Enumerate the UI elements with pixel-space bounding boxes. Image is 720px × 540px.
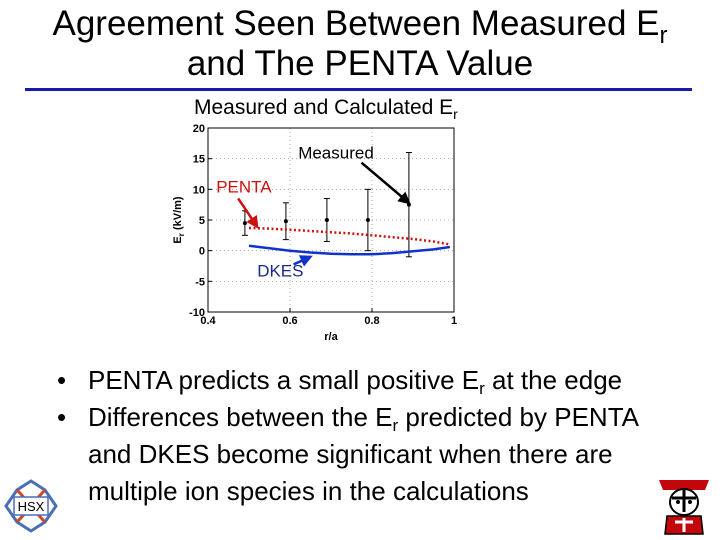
dkes-annotation-arrow bbox=[293, 255, 313, 267]
chart-title-text: Measured and Calculated E bbox=[194, 96, 454, 119]
bullet-text-end: at the edge bbox=[484, 365, 623, 395]
bullet-dot: • bbox=[57, 365, 67, 395]
x-tick-label: 0.8 bbox=[364, 315, 379, 327]
dkes-annotation-label: DKES bbox=[257, 261, 303, 280]
x-tick-label: 1 bbox=[451, 315, 457, 327]
bullet-text: PENTA predicts a small positive E bbox=[88, 365, 480, 395]
y-axis-label: Er (kV/m) bbox=[172, 196, 186, 243]
bullet-item: • Differences between the Er predicted by… bbox=[57, 399, 717, 510]
bullet-list: • PENTA predicts a small positive Er at t… bbox=[57, 362, 717, 510]
bullet-dot: • bbox=[57, 402, 67, 432]
y-tick-label: 20 bbox=[193, 123, 205, 135]
y-axis-label-subscript: r bbox=[177, 233, 186, 236]
y-tick-label: -5 bbox=[195, 276, 205, 288]
measured-point bbox=[283, 219, 288, 224]
hsx-logo-icon: HSX bbox=[4, 479, 58, 533]
y-tick-label: 10 bbox=[193, 184, 205, 196]
bullet-text-end: predicted by PENTA bbox=[398, 402, 639, 432]
measured-point bbox=[242, 221, 247, 226]
x-tick-label: 0.6 bbox=[282, 315, 297, 327]
penta-annotation-arrow bbox=[237, 197, 259, 229]
hsx-logo-text: HSX bbox=[18, 499, 45, 514]
dkes-series-line bbox=[248, 244, 451, 256]
bullet-subscript: r bbox=[479, 379, 485, 398]
measured-annotation-arrow bbox=[360, 161, 411, 205]
y-axis-label-unit: (kV/m) bbox=[172, 196, 184, 233]
measured-annotation-label: Measured bbox=[298, 144, 374, 163]
bullet-text: Differences between the E bbox=[88, 402, 393, 432]
title-divider bbox=[25, 88, 692, 91]
bullet-item: • PENTA predicts a small positive Er at t… bbox=[57, 362, 717, 399]
badger-mascot-icon bbox=[659, 480, 709, 535]
slide-title-subscript: r bbox=[659, 22, 668, 49]
slide-title: Agreement Seen Between Measured Er and T… bbox=[0, 2, 720, 86]
bullet-continuation: multiple ion species in the calculations bbox=[88, 476, 529, 506]
chart-title: Measured and Calculated Er bbox=[194, 96, 458, 122]
slide-title-line2: and The PENTA Value bbox=[186, 44, 534, 83]
bullet-continuation: and DKES become significant when there a… bbox=[88, 439, 613, 469]
slide-title-line1: Agreement Seen Between Measured E bbox=[52, 4, 660, 43]
y-tick-label: 5 bbox=[199, 215, 205, 227]
measured-point bbox=[324, 218, 329, 222]
x-axis-label: r/a bbox=[324, 331, 338, 343]
measured-point bbox=[365, 218, 370, 222]
bullet-subscript: r bbox=[392, 416, 399, 435]
y-axis-label-symbol: E bbox=[172, 236, 184, 243]
y-tick-label: -10 bbox=[189, 307, 205, 319]
er-profile-chart: 0.4 0.6 0.8 1 -10 -5 0 5 10 15 20 r/a Er (kV/m) Measu… bbox=[172, 123, 457, 343]
chart-title-subscript: r bbox=[453, 106, 458, 122]
penta-series-line bbox=[248, 226, 451, 246]
y-tick-label: 0 bbox=[199, 246, 205, 258]
y-tick-label: 15 bbox=[193, 154, 205, 166]
penta-annotation-label: PENTA bbox=[216, 177, 272, 196]
x-tick-label: 0.4 bbox=[200, 315, 216, 327]
